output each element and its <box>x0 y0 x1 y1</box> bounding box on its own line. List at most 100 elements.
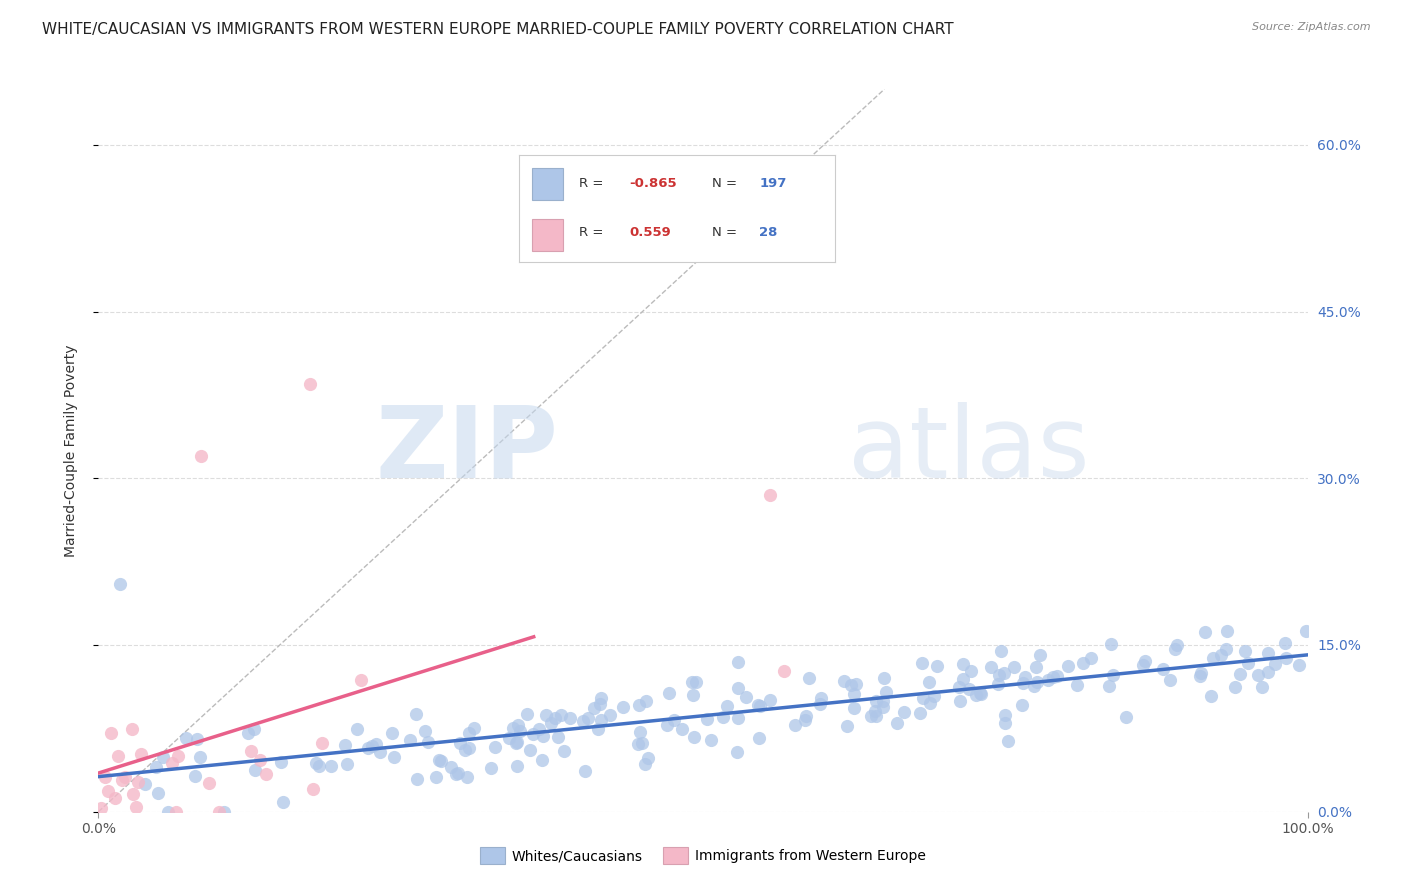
Point <box>952 657 974 671</box>
Point <box>498 731 520 745</box>
Point <box>319 759 342 773</box>
Point <box>145 760 167 774</box>
Point <box>430 755 453 769</box>
FancyBboxPatch shape <box>531 219 564 251</box>
Point <box>1066 678 1088 692</box>
Point <box>634 756 657 771</box>
Point <box>127 775 149 789</box>
Point <box>425 770 447 784</box>
Point <box>727 655 749 669</box>
Point <box>360 739 382 754</box>
Point <box>994 708 1017 723</box>
Point <box>658 686 681 700</box>
Point <box>574 764 596 779</box>
Point <box>93 770 115 784</box>
Point <box>626 737 648 751</box>
Point <box>576 711 599 725</box>
Point <box>980 660 1002 674</box>
Point <box>454 743 477 757</box>
Point <box>1099 637 1122 651</box>
Point <box>725 746 748 760</box>
Point <box>785 717 807 731</box>
Point <box>405 706 427 721</box>
Point <box>1215 641 1237 656</box>
Point <box>1102 668 1125 682</box>
Point <box>245 764 267 778</box>
Point <box>1098 679 1121 693</box>
Point <box>416 734 439 748</box>
Point <box>865 709 887 723</box>
Point <box>1135 654 1157 668</box>
Point <box>1025 659 1047 673</box>
Point <box>997 734 1019 748</box>
Point <box>134 777 156 791</box>
Point <box>863 705 886 719</box>
Point <box>631 736 654 750</box>
Point <box>685 675 707 690</box>
Point <box>1022 679 1045 693</box>
Point <box>949 694 972 708</box>
Point <box>239 744 262 758</box>
Point <box>256 766 278 780</box>
Point <box>516 707 538 722</box>
Point <box>1026 675 1049 690</box>
Point <box>519 743 541 757</box>
Point <box>350 673 373 687</box>
Point <box>506 718 529 732</box>
Point <box>427 753 450 767</box>
Point <box>540 715 562 730</box>
Text: WHITE/CAUCASIAN VS IMMIGRANTS FROM WESTERN EUROPE MARRIED-COUPLE FAMILY POVERTY : WHITE/CAUCASIAN VS IMMIGRANTS FROM WESTE… <box>42 22 953 37</box>
Point <box>184 769 207 783</box>
Point <box>748 731 770 745</box>
Point <box>484 739 506 754</box>
Y-axis label: Married-Couple Family Poverty: Married-Couple Family Poverty <box>63 344 77 557</box>
Point <box>727 711 749 725</box>
Point <box>299 376 322 391</box>
Text: N =: N = <box>711 178 741 190</box>
Point <box>591 691 613 706</box>
Point <box>174 731 197 745</box>
Point <box>835 719 858 733</box>
Point <box>336 756 359 771</box>
Point <box>544 711 567 725</box>
Point <box>886 715 908 730</box>
Point <box>808 697 831 711</box>
Point <box>1152 662 1174 676</box>
Point <box>758 488 780 502</box>
Point <box>1257 665 1279 679</box>
FancyBboxPatch shape <box>531 168 564 200</box>
Point <box>444 766 467 780</box>
Point <box>107 749 129 764</box>
Point <box>957 682 980 697</box>
Point <box>1194 624 1216 639</box>
Point <box>1012 676 1035 690</box>
Point <box>104 791 127 805</box>
Point <box>1189 669 1212 683</box>
Point <box>1189 666 1212 681</box>
Point <box>1251 681 1274 695</box>
Point <box>844 701 866 715</box>
Point <box>664 713 686 727</box>
Point <box>531 729 554 743</box>
Point <box>1038 673 1060 687</box>
Point <box>550 708 572 723</box>
Point <box>366 738 388 752</box>
Point <box>794 708 817 723</box>
Point <box>198 776 221 790</box>
Point <box>1288 657 1310 672</box>
Point <box>965 688 987 702</box>
Point <box>845 677 868 691</box>
Point <box>270 755 292 769</box>
Point <box>839 677 862 691</box>
Point <box>463 722 485 736</box>
Point <box>832 674 855 689</box>
Text: -0.865: -0.865 <box>630 178 678 190</box>
Point <box>1042 670 1064 684</box>
Point <box>121 722 143 736</box>
Point <box>628 698 651 713</box>
Point <box>308 759 330 773</box>
Point <box>865 694 887 708</box>
Text: R =: R = <box>579 227 612 239</box>
Point <box>1257 646 1279 660</box>
Point <box>682 688 704 702</box>
